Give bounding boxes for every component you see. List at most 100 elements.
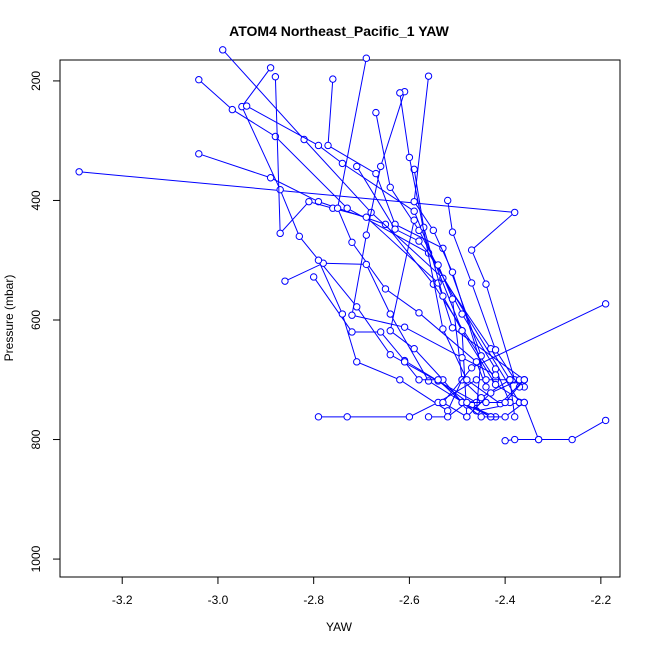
data-point (309, 273, 318, 281)
data-point (439, 325, 447, 333)
data-point (424, 72, 433, 80)
data-point (386, 183, 394, 192)
data-point (601, 300, 610, 308)
data-point (501, 437, 509, 445)
data-point (410, 344, 418, 353)
series-line (505, 419, 606, 442)
data-point (396, 376, 404, 384)
data-point (448, 228, 457, 236)
data-point (415, 237, 423, 245)
data-point (381, 220, 390, 229)
data-point (372, 169, 380, 178)
data-point (511, 435, 519, 444)
data-point (75, 168, 83, 176)
x-tick-label: -2.6 (399, 593, 420, 607)
data-point (295, 232, 304, 241)
y-axis: 200 400 600 800 1000 (29, 71, 61, 572)
x-axis-label: YAW (326, 620, 353, 634)
data-point (266, 64, 275, 72)
data-point (386, 327, 394, 335)
data-point (467, 364, 476, 372)
data-point (353, 162, 361, 171)
series-line (413, 169, 525, 403)
data-point (219, 46, 227, 54)
data-point (381, 285, 390, 293)
data-point (424, 377, 433, 385)
series-layer (75, 46, 610, 445)
data-point (271, 73, 280, 81)
data-point (195, 150, 203, 158)
data-point (400, 323, 409, 331)
data-point (376, 328, 385, 336)
data-point (424, 413, 433, 421)
data-point (448, 295, 457, 303)
data-point (491, 380, 500, 389)
data-point (520, 398, 528, 407)
data-point (482, 398, 490, 407)
series-line (327, 79, 520, 412)
data-point (515, 383, 524, 391)
y-tick-label: 400 (29, 190, 43, 210)
data-point (410, 207, 418, 215)
data-point (348, 328, 356, 336)
x-tick-label: -2.2 (591, 593, 612, 607)
y-tick-label: 600 (29, 310, 43, 330)
data-point (439, 398, 447, 407)
data-point (276, 229, 284, 238)
y-tick-label: 800 (29, 429, 43, 449)
data-point (482, 376, 490, 384)
data-point (477, 393, 485, 402)
series-line (198, 79, 520, 403)
data-point (415, 376, 423, 384)
data-point (448, 268, 457, 276)
x-axis: -3.2 -3.0 -2.8 -2.6 -2.4 -2.2 (112, 576, 612, 607)
plot-area (59, 46, 621, 578)
data-point (415, 309, 423, 317)
data-point (443, 413, 452, 421)
data-point (501, 413, 509, 421)
series-line (284, 262, 496, 418)
series-line (274, 76, 525, 381)
series-line (318, 379, 510, 418)
data-point (329, 75, 337, 83)
data-point (324, 141, 332, 150)
data-point (520, 376, 528, 384)
data-point (305, 197, 313, 206)
series-line (442, 303, 606, 418)
data-point (348, 311, 356, 319)
y-axis-label: Pressure (mbar) (2, 275, 16, 362)
data-point (372, 108, 380, 117)
x-tick-label: -3.0 (208, 593, 229, 607)
data-point (477, 413, 485, 421)
data-point (410, 197, 418, 206)
data-point (482, 280, 490, 288)
data-point (410, 216, 418, 224)
data-point (362, 260, 371, 269)
data-point (405, 153, 414, 162)
data-point (343, 204, 351, 212)
data-point (338, 159, 347, 168)
data-point (396, 89, 404, 97)
data-point (386, 310, 394, 318)
data-point (463, 376, 471, 384)
data-point (242, 102, 251, 110)
data-point (314, 413, 323, 421)
data-point (434, 376, 442, 384)
series-line (246, 105, 468, 417)
series-line (318, 260, 511, 412)
plot-frame (59, 59, 621, 578)
y-tick-label: 200 (29, 71, 43, 91)
data-point (266, 174, 275, 182)
data-point (439, 292, 447, 300)
data-point (467, 246, 476, 254)
data-point (362, 231, 371, 239)
data-point (434, 261, 442, 269)
data-point (276, 185, 284, 194)
data-point (195, 76, 203, 84)
data-point (338, 310, 347, 318)
series-line (79, 171, 525, 388)
data-point (511, 413, 519, 421)
data-point (376, 162, 385, 171)
data-point (429, 226, 438, 235)
